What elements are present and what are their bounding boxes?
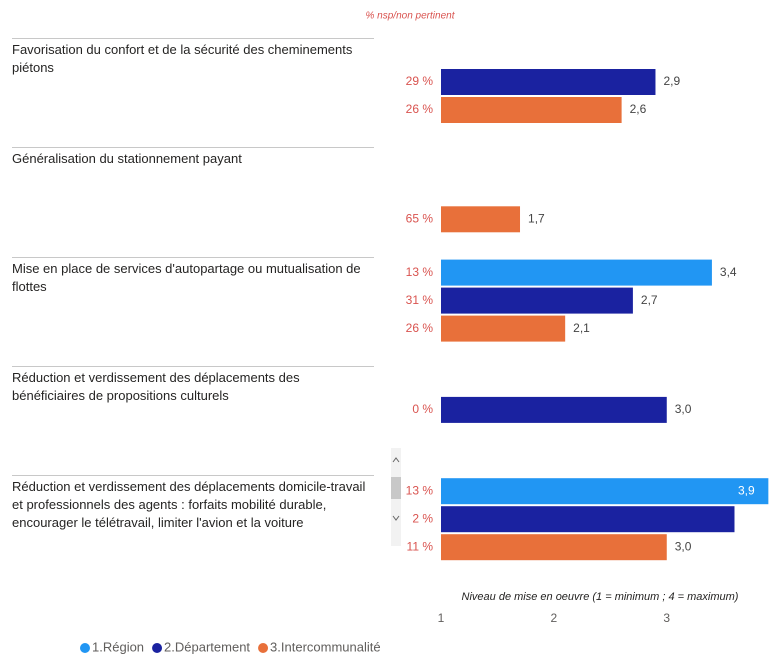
x-axis-title: Niveau de mise en oeuvre (1 = minimum ; … xyxy=(462,591,739,603)
bar xyxy=(441,206,521,233)
scroll-up[interactable] xyxy=(392,457,400,463)
bar xyxy=(441,287,633,314)
legend-marker xyxy=(80,643,90,653)
category-label: Généralisation du stationnement payant xyxy=(12,147,374,168)
legend-label: 3.Intercommunalité xyxy=(270,639,381,654)
value-label: 2,9 xyxy=(663,74,680,88)
nsp-label: 29 % xyxy=(406,74,434,88)
value-label: 2,6 xyxy=(630,102,647,116)
x-tick-label: 2 xyxy=(551,611,558,625)
bar xyxy=(441,259,712,286)
scroll-thumb[interactable] xyxy=(391,477,401,499)
category-label: Réduction et verdissement des déplacemen… xyxy=(12,365,374,405)
legend-marker xyxy=(258,643,269,653)
category-label: Mise en place de services d'autopartage … xyxy=(12,256,374,296)
nsp-label: 13 % xyxy=(406,483,434,497)
bar xyxy=(441,396,667,423)
legend-label: 1.Région xyxy=(92,639,144,654)
bar xyxy=(441,478,769,505)
scroll-down[interactable] xyxy=(392,515,400,521)
value-label: 1,7 xyxy=(528,211,545,225)
nsp-label: 26 % xyxy=(406,321,434,335)
bar xyxy=(441,534,667,561)
bar xyxy=(441,97,622,123)
value-label: 3,4 xyxy=(720,265,737,279)
value-label: 3,9 xyxy=(738,483,755,497)
category-labels: Favorisation du confort et de la sécurit… xyxy=(0,0,390,545)
value-label: 3,0 xyxy=(675,402,692,416)
nsp-label: 11 % xyxy=(407,539,434,553)
legend-label: 2.Département xyxy=(164,639,250,654)
nsp-label: 65 % xyxy=(406,211,434,225)
plot-area: 2,9 29 % 2,6 26 % 1,7 65 % 3,4 13 % 2,7 31 % 2,1 26… xyxy=(406,69,769,561)
nsp-label: 0 % xyxy=(412,402,433,416)
nsp-header: % nsp/non pertinent xyxy=(366,11,456,22)
nsp-label: 31 % xyxy=(406,293,434,307)
category-label: Favorisation du confort et de la sécurit… xyxy=(12,38,374,77)
bar xyxy=(441,315,566,342)
value-label: 2,7 xyxy=(641,293,658,307)
nsp-label: 2 % xyxy=(412,511,433,525)
nsp-label: 26 % xyxy=(406,102,434,116)
bar xyxy=(441,69,656,95)
value-label: 2,1 xyxy=(573,321,590,335)
nsp-label: 13 % xyxy=(406,265,434,279)
x-tick-label: 1 xyxy=(438,611,445,625)
legend-marker xyxy=(152,643,163,653)
value-label: 3,0 xyxy=(675,539,692,553)
value-label: 3,6 xyxy=(738,511,755,525)
category-label: Réduction et verdissement des déplacemen… xyxy=(12,475,374,532)
x-tick-label: 3 xyxy=(663,611,670,625)
bar xyxy=(441,506,735,533)
